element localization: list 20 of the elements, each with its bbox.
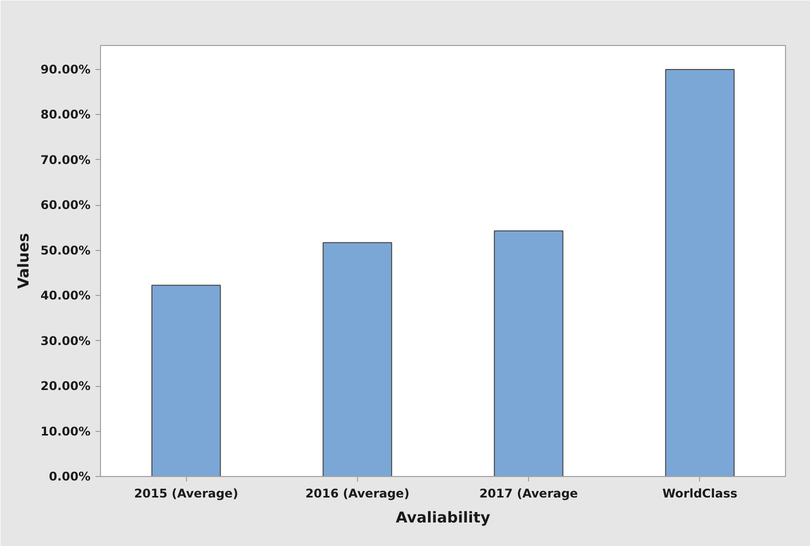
y-tick-label: 40.00% [40,288,91,303]
x-tick-label: 2016 (Average) [305,486,410,500]
y-axis-title: Values [14,233,33,289]
bar [151,284,221,476]
y-tick-label: 50.00% [40,243,91,258]
y-tick-label: 70.00% [40,152,91,167]
bar [665,68,735,476]
y-tick-label: 90.00% [40,62,91,76]
y-tick-label: 30.00% [40,334,91,348]
bar [322,242,392,476]
bar [494,230,564,476]
x-tick-label: 2017 (Average [479,486,578,500]
x-tick-label: 2015 (Average) [134,486,238,500]
y-tick-label: 80.00% [40,108,91,122]
y-tick-label: 60.00% [40,198,91,212]
y-tick-label: 0.00% [48,470,91,484]
x-axis-title: Avaliability [396,508,490,526]
y-tick-label: 10.00% [40,424,91,438]
y-tick-label: 20.00% [40,379,91,394]
x-tick-label: WorldClass [662,486,738,500]
